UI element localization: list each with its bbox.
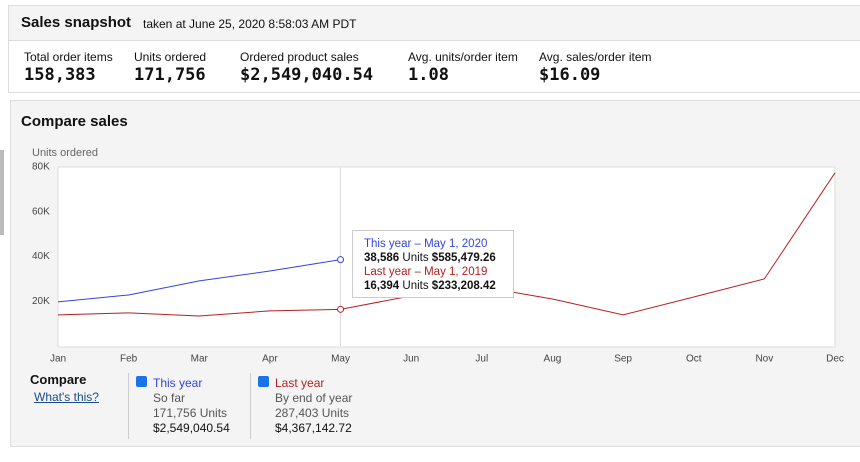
- tooltip-row: 16,394 Units $233,208.42: [364, 279, 513, 293]
- divider: [128, 373, 129, 439]
- divider: [250, 373, 251, 439]
- units-total: 171,756 Units: [153, 406, 228, 420]
- y-tick-label: 80K: [32, 162, 50, 173]
- hover-point: [337, 256, 345, 264]
- y-tick-label: 40K: [32, 251, 50, 262]
- tooltip-units: 16,394: [364, 280, 400, 292]
- metric-value: 158,383: [24, 65, 96, 85]
- tooltip-sales: $585,479.26: [431, 252, 496, 264]
- x-tick-label: Mar: [191, 354, 209, 365]
- x-tick-label: Feb: [120, 354, 138, 365]
- x-tick-label: May: [331, 354, 350, 365]
- units-total: 287,403 Units: [275, 406, 350, 420]
- metric-label: Ordered product sales: [240, 50, 359, 64]
- hover-point: [337, 305, 345, 313]
- y-tick-label: 20K: [32, 296, 50, 307]
- tooltip-units-label: Units: [402, 280, 429, 292]
- y-axis-label: Units ordered: [32, 147, 98, 159]
- x-tick-label: Jun: [403, 354, 419, 365]
- x-tick-label: Dec: [826, 354, 844, 365]
- x-tick-label: Jul: [475, 354, 488, 365]
- metric-label: Avg. units/order item: [408, 50, 518, 64]
- x-tick-label: Jan: [50, 354, 66, 365]
- sales-total: $4,367,142.72: [275, 421, 352, 435]
- section-title: Compare sales: [21, 113, 128, 130]
- x-tick-label: Nov: [755, 354, 773, 365]
- period: By end of year: [275, 391, 353, 405]
- tooltip-title: Last year – May 1, 2019: [364, 266, 488, 278]
- period: So far: [153, 391, 186, 405]
- tooltip-units: 38,586: [364, 252, 400, 264]
- legend-entry[interactable]: This year: [153, 376, 203, 390]
- tooltip-row: 38,586 Units $585,479.26: [364, 251, 513, 265]
- last-year-checkbox[interactable]: [258, 376, 269, 387]
- header-bar: [8, 5, 860, 41]
- x-tick-label: Apr: [262, 354, 278, 365]
- metric-value: $16.09: [539, 65, 601, 85]
- tooltip-sales: $233,208.42: [431, 280, 496, 292]
- metrics-bar: [8, 40, 860, 93]
- legend-entry[interactable]: Last year: [275, 376, 325, 390]
- metric-label: Total order items: [24, 50, 113, 64]
- side-tab: [0, 150, 4, 235]
- sales-total: $2,549,040.54: [153, 421, 230, 435]
- page-title: Sales snapshot: [21, 14, 132, 31]
- snapshot-time: taken at June 25, 2020 8:58:03 AM PDT: [143, 17, 357, 31]
- metric-label: Units ordered: [134, 50, 207, 64]
- metric-label: Avg. sales/order item: [539, 50, 652, 64]
- series-line: [57, 259, 341, 303]
- this-year-checkbox[interactable]: [136, 376, 147, 387]
- x-tick-label: Aug: [544, 354, 562, 365]
- tooltip-title: This year – May 1, 2020: [364, 238, 488, 250]
- whats-this-link[interactable]: What's this?: [34, 390, 99, 404]
- x-tick-label: Sep: [614, 354, 632, 365]
- y-tick-label: 60K: [32, 206, 50, 217]
- tooltip-units-label: Units: [402, 252, 429, 264]
- tooltip: This year – May 1, 2020 38,586 Units $58…: [352, 230, 514, 298]
- metric-value: $2,549,040.54: [240, 65, 374, 85]
- metric-value: 171,756: [134, 65, 206, 85]
- metric-value: 1.08: [408, 65, 449, 85]
- x-tick-label: Oct: [686, 354, 702, 365]
- compare-title: Compare: [30, 372, 87, 387]
